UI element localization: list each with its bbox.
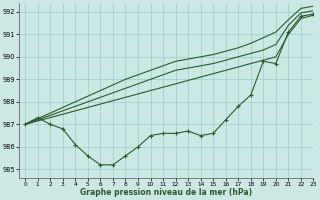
X-axis label: Graphe pression niveau de la mer (hPa): Graphe pression niveau de la mer (hPa) bbox=[80, 188, 252, 197]
